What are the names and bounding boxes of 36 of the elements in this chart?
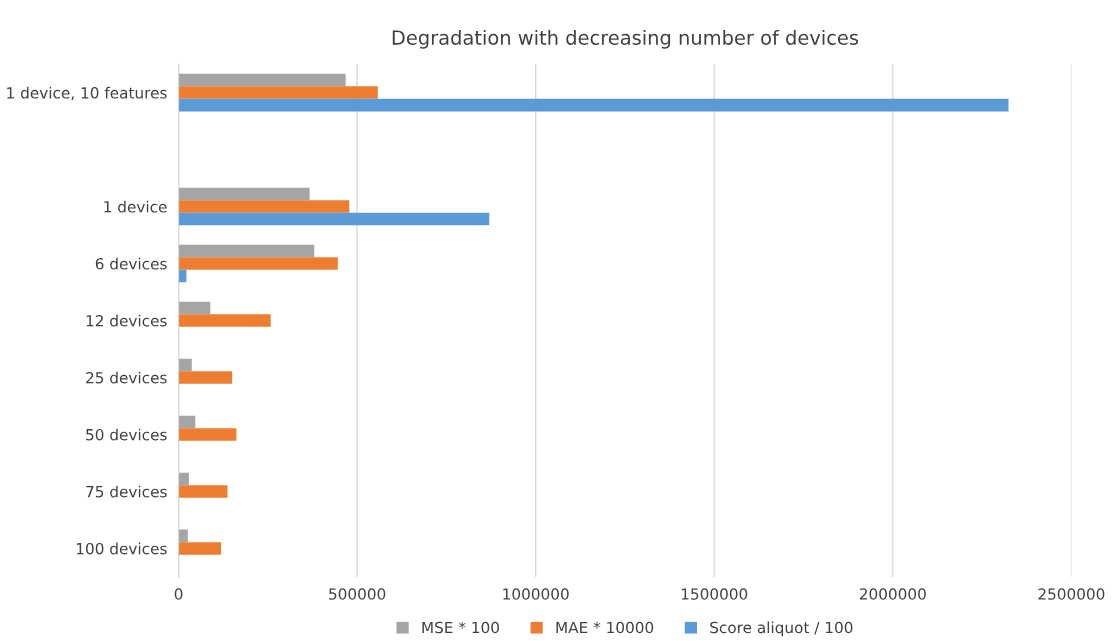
y-tick-label: 50 devices bbox=[86, 428, 167, 441]
x-tick-label: 2000000 bbox=[859, 588, 926, 600]
y-tick-label: 12 devices bbox=[86, 314, 167, 327]
bar bbox=[178, 415, 196, 429]
bar bbox=[178, 212, 490, 226]
legend-label: Score aliquot / 100 bbox=[710, 621, 853, 637]
bar bbox=[178, 371, 233, 384]
bar bbox=[178, 542, 222, 555]
bar bbox=[178, 187, 310, 201]
x-tick-label: 2500000 bbox=[1038, 588, 1105, 600]
bar bbox=[178, 98, 1009, 112]
y-tick-label: 1 device, 10 features bbox=[7, 86, 167, 101]
chart-title: Degradation with decreasing number of devices bbox=[392, 29, 859, 49]
x-tick-label: 1000000 bbox=[503, 588, 569, 600]
bar bbox=[178, 257, 338, 270]
bar bbox=[178, 200, 350, 213]
bar bbox=[178, 73, 346, 87]
x-tick-label: 0 bbox=[174, 588, 183, 600]
legend-label: MSE * 100 bbox=[422, 621, 499, 634]
y-tick-label: 6 devices bbox=[95, 257, 167, 270]
bar bbox=[178, 86, 378, 99]
bar bbox=[178, 529, 188, 543]
legend-label: MAE * 10000 bbox=[556, 621, 654, 634]
bar bbox=[178, 314, 271, 327]
x-tick-label: 1500000 bbox=[681, 588, 748, 600]
y-tick-label: 75 devices bbox=[86, 485, 167, 498]
bar bbox=[178, 428, 237, 441]
y-tick-label: 1 device bbox=[104, 200, 167, 213]
bar bbox=[178, 301, 211, 315]
y-tick-label: 100 devices bbox=[76, 542, 167, 555]
y-tick-label: 25 devices bbox=[86, 371, 167, 384]
bar bbox=[178, 485, 228, 498]
bar bbox=[178, 358, 192, 372]
x-tick-label: 500000 bbox=[329, 588, 386, 600]
bar bbox=[178, 244, 315, 258]
bar bbox=[178, 472, 189, 486]
